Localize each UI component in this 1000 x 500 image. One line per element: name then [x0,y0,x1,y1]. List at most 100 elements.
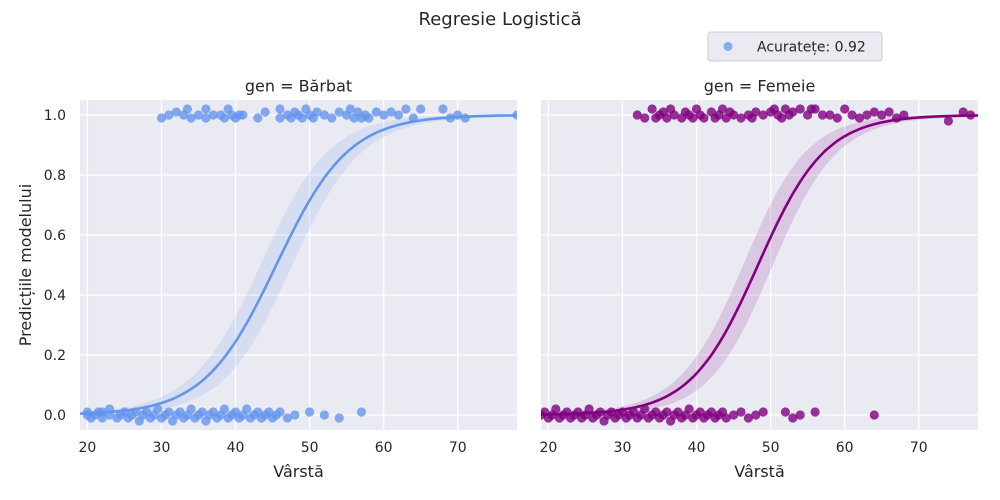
y-tick-label: 0.8 [44,168,66,184]
data-point [847,110,857,120]
data-point [242,404,252,414]
data-point [751,410,761,420]
data-point [862,110,872,120]
x-tick-label: 70 [910,440,928,456]
data-point [364,113,374,123]
data-point [297,113,307,123]
data-point [156,113,167,123]
data-point [171,107,181,117]
data-point [943,116,954,126]
x-tick-label: 60 [375,440,393,456]
data-point [721,413,731,423]
data-point [186,404,196,414]
data-point [319,110,329,120]
data-point [877,110,887,120]
data-point [869,410,879,420]
data-point [788,107,798,117]
plot-area [80,100,517,430]
legend: Acuratețe: 0.92 [707,31,883,62]
plot-content [541,104,978,426]
data-point [290,410,300,420]
data-point [729,410,739,420]
y-tick-label: 1.0 [44,108,66,124]
data-point [884,107,894,117]
data-point [688,113,698,123]
data-point [219,113,229,123]
x-tick-label: 30 [153,440,171,456]
data-point [371,107,381,117]
panel-title: gen = Bărbat [245,77,352,96]
data-point [647,104,657,114]
data-point [334,107,344,117]
data-point [684,404,694,414]
data-point [182,104,192,114]
data-point [193,110,204,120]
figure-title: Regresie Logistică [419,9,582,30]
plot-content [80,104,517,426]
data-point [758,110,768,120]
data-point [438,104,448,114]
x-tick-label: 20 [78,440,96,456]
y-tick-label: 0.6 [44,228,66,244]
x-tick-label: 40 [688,440,706,456]
x-tick-label: 20 [539,440,557,456]
data-point [393,110,404,120]
data-point [632,110,642,120]
data-point [640,113,650,123]
panel-title: gen = Femeie [704,77,816,96]
data-point [153,404,163,414]
data-point [758,407,768,417]
data-point [780,407,791,417]
data-point [584,404,594,414]
data-point [401,104,411,114]
data-point [238,110,248,120]
data-point [164,110,174,120]
data-point [197,407,207,417]
y-tick-label: 0.4 [44,288,66,304]
data-point [795,410,805,420]
data-point [736,113,746,123]
panel-barbat: gen = Bărbat Vârstă Predicțiile modelulu… [16,77,517,481]
data-point [282,413,292,423]
x-tick-label: 50 [762,440,780,456]
x-tick-label: 30 [614,440,632,456]
x-axis-label: Vârstă [734,462,785,481]
data-point [253,113,263,123]
legend-box [707,31,883,62]
data-point [717,104,728,114]
confidence-band [541,115,978,415]
regression-line [541,114,978,416]
y-axis-label: Predicțiile modelului [16,184,35,346]
x-tick-label: 70 [449,440,467,456]
data-point [275,407,285,417]
data-point [825,110,835,120]
x-axis-label: Vârstă [273,462,324,481]
data-point [817,110,828,120]
data-point [164,407,174,417]
data-point [743,413,754,423]
data-point [810,104,820,114]
data-point [751,107,761,117]
data-point [379,110,389,120]
regression-line [80,114,517,415]
data-point [334,413,344,423]
data-point [201,113,211,123]
data-point [186,113,196,123]
data-point [810,407,820,417]
data-point [869,107,879,117]
data-point [275,104,285,114]
data-point [551,404,561,414]
data-point [356,407,367,417]
x-tick-label: 60 [836,440,854,456]
data-point [832,113,842,123]
panel-femeie: gen = Femeie Vârstă 20 30 40 50 60 70 [539,77,978,481]
legend-marker [723,42,733,51]
data-point [345,104,355,114]
data-point [736,407,746,417]
data-point [662,407,672,417]
data-point [327,113,337,123]
plot-area [541,100,978,430]
legend-label: Acuratețe: 0.92 [757,40,866,56]
data-point [795,104,805,114]
